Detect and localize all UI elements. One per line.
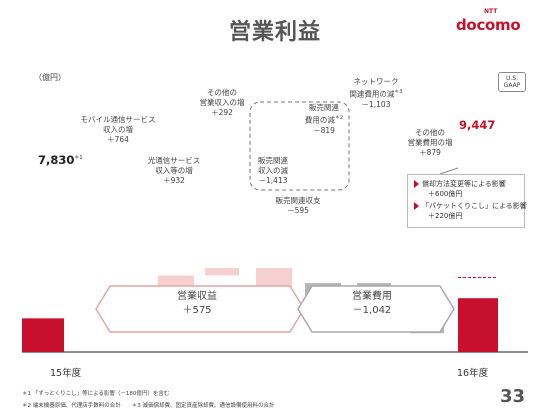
logo-sub: NTT bbox=[484, 8, 498, 15]
group-box bbox=[249, 101, 350, 191]
step-label-sales-revenue: 販売関連 収入の減 －1,413 bbox=[258, 156, 288, 185]
bar-step-3 bbox=[205, 268, 239, 276]
gaap-line-2: GAAP bbox=[503, 82, 521, 89]
note-value-2: ＋220億円 bbox=[428, 212, 463, 220]
gaap-badge: U.S. GAAP bbox=[498, 72, 526, 92]
logo-main: docomo bbox=[456, 16, 521, 34]
start-value-label: 7,830＊1 bbox=[38, 153, 83, 167]
triangle-bullet-icon bbox=[414, 180, 419, 188]
step-label-other-expense: その他の 営業費用の増 ＋879 bbox=[407, 128, 453, 157]
summary-revenue: 営業収益 ＋575 bbox=[177, 291, 217, 316]
page-number: 33 bbox=[500, 386, 526, 407]
note-connector bbox=[439, 167, 459, 175]
footnote-2: ＊2 端末機器原価、代理店手数料の合計 ＊3 減価償却費、固定資産除却費、通信設… bbox=[22, 403, 275, 409]
gaap-line-1: U.S. bbox=[505, 75, 518, 82]
page-title: 営業利益 bbox=[228, 20, 321, 45]
adjusted-value-label: 9,447 bbox=[459, 118, 496, 132]
adjustment-notes: 償却方法変更等による影響 ＋600億円 「パケットくりこし」による影響 ＋220… bbox=[407, 174, 527, 228]
summary-expense: 営業費用 －1,042 bbox=[352, 291, 392, 316]
revenue-arrow bbox=[95, 285, 305, 333]
unit-label: （億円） bbox=[34, 73, 66, 82]
footnote-1: ＊1 「ずっとくりこし」等による影響（－180億円）を含む bbox=[22, 391, 170, 397]
bar-start bbox=[22, 318, 64, 352]
end-value-label: 8,627 bbox=[459, 139, 496, 153]
step-label-fiber: 光通信サービス 収入等の増 ＋932 bbox=[147, 156, 201, 185]
category-start: 15年度 bbox=[50, 368, 82, 379]
bar-end bbox=[458, 298, 498, 352]
group-box-label: 販売関連収支 －595 bbox=[275, 196, 321, 215]
step-label-network: ネットワーク 関連費用の減＊3 －1,103 bbox=[349, 77, 403, 109]
docomo-logo: NTT docomo bbox=[456, 8, 530, 38]
note-value-1: ＋600億円 bbox=[428, 190, 463, 198]
category-end: 16年度 bbox=[457, 368, 489, 379]
step-label-mobile: モバイル通信サービス 収入の増 ＋764 bbox=[80, 115, 156, 144]
triangle-bullet-icon bbox=[414, 202, 419, 210]
step-label-sales-expense: 販売関連 費用の減＊2 －819 bbox=[304, 103, 344, 135]
expense-arrow bbox=[297, 285, 455, 333]
step-label-other-revenue: その他の 営業収入の増 ＋292 bbox=[199, 88, 245, 117]
note-item-1: 償却方法変更等による影響 bbox=[414, 179, 506, 189]
note-item-2: 「パケットくりこし」による影響 bbox=[414, 201, 527, 211]
